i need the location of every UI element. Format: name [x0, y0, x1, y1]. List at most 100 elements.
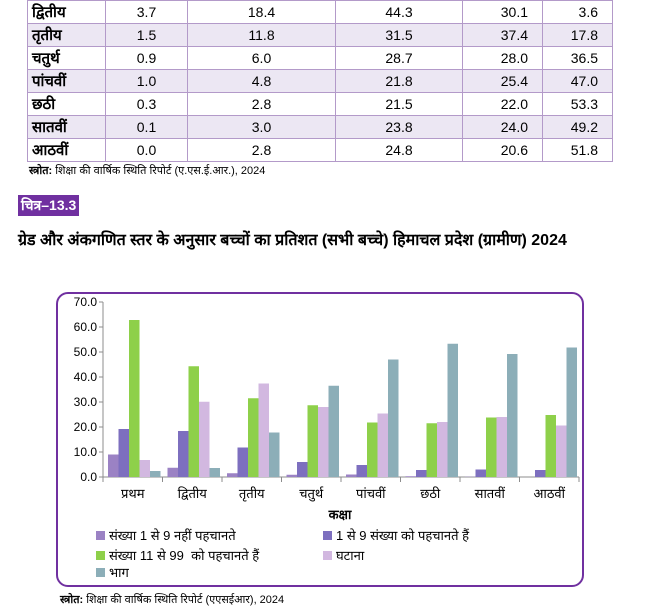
bar	[199, 401, 210, 477]
table-cell: 0.1	[105, 115, 188, 139]
bar	[258, 383, 269, 477]
y-tick-label: 0.0	[80, 470, 97, 484]
table-cell: 22.0	[462, 92, 543, 116]
table-row: आठवीं 0.0 2.8 24.8 20.6 51.8	[27, 138, 613, 162]
row-label: तृतीय	[27, 23, 106, 47]
y-tick-label: 40.0	[74, 370, 98, 384]
source-label: स्त्रोत:	[29, 165, 53, 177]
bar	[496, 417, 507, 477]
table-cell: 1.5	[105, 23, 188, 47]
legend-label: संख्या 1 से 9 नहीं पहचानते	[109, 528, 236, 543]
legend-swatch	[96, 568, 105, 577]
source-text: शिक्षा की वार्षिक स्थिति रिपोर्ट (एएसईआर…	[83, 594, 285, 606]
x-tick-label: पांचवीं	[356, 486, 386, 501]
x-tick-label: आठवीं	[534, 486, 566, 501]
source-label: स्त्रोत:	[60, 594, 84, 606]
table-cell: 17.8	[542, 23, 613, 47]
row-label: पांचवीं	[27, 69, 106, 93]
bar	[377, 413, 388, 477]
table-cell: 1.0	[105, 69, 188, 93]
table-cell: 18.4	[187, 0, 336, 24]
bar	[437, 422, 448, 477]
x-tick-label: छठी	[420, 486, 441, 501]
bar	[507, 354, 518, 477]
table-cell: 24.8	[335, 138, 463, 162]
bar	[416, 470, 427, 477]
legend-swatch	[323, 531, 332, 540]
table-cell: 23.8	[335, 115, 463, 139]
table-cell: 20.6	[462, 138, 543, 162]
bar	[356, 465, 367, 477]
table-cell: 21.5	[335, 92, 463, 116]
table-cell: 6.0	[187, 46, 336, 70]
table-cell: 44.3	[335, 0, 463, 24]
x-tick-label: तृतीय	[239, 486, 265, 502]
y-tick-label: 30.0	[74, 395, 98, 409]
legend-label: संख्या 11 से 99 को पहचानते हैं	[109, 548, 260, 563]
bar	[248, 398, 259, 477]
bar	[167, 467, 178, 477]
bar	[318, 407, 329, 477]
figure-label: चित्र–13.3	[18, 195, 80, 216]
grade-arithmetic-chart: 0.0 10.0 20.0 30.0 40.0 50.0 60.0 70.0 प्रथम द्वि…	[74, 295, 580, 580]
table-cell: 24.0	[462, 115, 543, 139]
table-cell: 47.0	[542, 69, 613, 93]
bar	[188, 366, 199, 477]
table-cell: 21.8	[335, 69, 463, 93]
table-cell: 51.8	[542, 138, 613, 162]
table-cell: 37.4	[462, 23, 543, 47]
table-cell: 2.8	[187, 138, 336, 162]
table-row: सातवीं 0.1 3.0 23.8 24.0 49.2	[27, 115, 613, 139]
table-cell: 3.7	[105, 0, 188, 24]
table-cell: 53.3	[542, 92, 613, 116]
table-row: छठी 0.3 2.8 21.5 22.0 53.3	[27, 92, 613, 116]
bar	[139, 460, 150, 477]
table-cell: 0.3	[105, 92, 188, 116]
legend-swatch	[323, 551, 332, 560]
row-label: द्वितीय	[27, 0, 106, 24]
bar	[237, 447, 248, 477]
table-row: तृतीय 1.5 11.8 31.5 37.4 17.8	[27, 23, 613, 47]
bar	[346, 474, 357, 477]
x-axis-title: कक्षा	[328, 507, 352, 522]
y-tick-label: 10.0	[74, 445, 98, 459]
table-row: द्वितीय 3.7 18.4 44.3 30.1 3.6	[27, 0, 613, 24]
bar	[209, 468, 220, 477]
legend-label: भाग	[109, 565, 130, 580]
x-tick-label: चतुर्थ	[299, 486, 324, 502]
bar	[545, 415, 556, 477]
bar	[286, 474, 297, 477]
table-cell: 28.7	[335, 46, 463, 70]
row-label: चतुर्थ	[27, 46, 106, 70]
bar	[307, 405, 318, 477]
source-note-bottom: स्त्रोत: शिक्षा की वार्षिक स्थिति रिपोर्…	[60, 592, 284, 607]
table-cell: 0.0	[105, 138, 188, 162]
row-label: सातवीं	[27, 115, 106, 139]
table-cell: 3.0	[187, 115, 336, 139]
bar	[269, 432, 280, 477]
bar	[475, 469, 486, 477]
table-cell: 49.2	[542, 115, 613, 139]
table-cell: 3.6	[542, 0, 613, 24]
grade-arithmetic-table: द्वितीय 3.7 18.4 44.3 30.1 3.6 तृतीय 1.5 11.8 31.…	[27, 0, 613, 162]
y-tick-label: 20.0	[74, 420, 98, 434]
legend-label: घटाना	[336, 548, 365, 563]
bar	[178, 431, 189, 477]
table-cell: 30.1	[462, 0, 543, 24]
table-cell: 28.0	[462, 46, 543, 70]
bar	[447, 343, 458, 477]
bar	[129, 320, 140, 477]
source-note-top: स्त्रोत: शिक्षा की वार्षिक स्थिति रिपोर्…	[29, 163, 265, 178]
table-row: चतुर्थ 0.9 6.0 28.7 28.0 36.5	[27, 46, 613, 70]
bar	[227, 473, 238, 477]
bar	[556, 425, 567, 477]
x-tick-label: प्रथम	[121, 486, 145, 501]
figure-heading: ग्रेड और अंकगणित स्तर के अनुसार बच्चों क…	[18, 232, 567, 249]
y-tick-label: 50.0	[74, 345, 98, 359]
table-cell: 31.5	[335, 23, 463, 47]
table-cell: 0.9	[105, 46, 188, 70]
bar	[328, 385, 339, 477]
bar	[297, 462, 308, 477]
bar	[118, 429, 129, 477]
legend-swatch	[96, 551, 105, 560]
